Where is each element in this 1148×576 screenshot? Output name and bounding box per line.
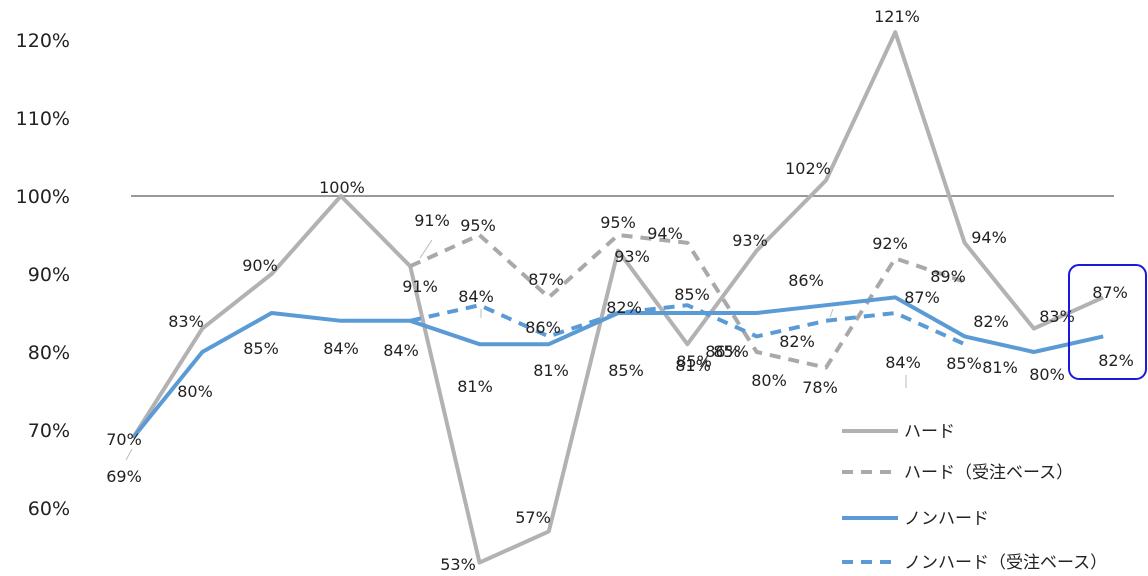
series-line-3 bbox=[409, 303, 966, 347]
data-label: 86% bbox=[705, 342, 741, 361]
y-tick-label: 120% bbox=[16, 30, 70, 52]
data-label: 83% bbox=[168, 312, 204, 331]
data-label: 69% bbox=[106, 467, 142, 486]
series-line-0 bbox=[131, 30, 1105, 565]
data-label: 93% bbox=[732, 231, 768, 250]
data-label: 95% bbox=[460, 216, 496, 235]
data-label: 85% bbox=[674, 285, 710, 304]
data-label: 86% bbox=[788, 271, 824, 290]
data-label: 94% bbox=[647, 224, 683, 243]
legend-label: ノンハード bbox=[904, 509, 989, 529]
data-label: 91% bbox=[414, 211, 450, 230]
data-label: 81% bbox=[982, 358, 1018, 377]
y-tick-label: 70% bbox=[28, 420, 70, 442]
series-line-1 bbox=[409, 233, 966, 370]
data-label: 89% bbox=[930, 267, 966, 286]
series-layer bbox=[131, 30, 1105, 565]
data-label: 86% bbox=[525, 318, 561, 337]
y-tick-label: 60% bbox=[28, 498, 70, 520]
highlight-box bbox=[1068, 264, 1147, 380]
data-label: 87% bbox=[904, 288, 940, 307]
y-axis: 60% 70% 80% 90% 100% 110% 120% bbox=[16, 30, 70, 520]
data-label: 53% bbox=[440, 555, 476, 574]
data-label: 81% bbox=[675, 356, 711, 375]
data-label: 80% bbox=[177, 382, 213, 401]
data-label: 81% bbox=[457, 377, 493, 396]
data-label: 80% bbox=[1029, 365, 1065, 384]
data-label: 92% bbox=[872, 234, 908, 253]
data-label: 85% bbox=[676, 352, 712, 371]
data-label: 82% bbox=[1098, 351, 1134, 370]
data-label: 94% bbox=[971, 228, 1007, 247]
data-label: 87% bbox=[1092, 283, 1128, 302]
data-label: 84% bbox=[458, 287, 494, 306]
legend-label: ハード（受注ベース） bbox=[904, 463, 1073, 483]
data-label: 85% bbox=[713, 342, 749, 361]
label-leader-line bbox=[125, 448, 133, 461]
data-label: 87% bbox=[528, 270, 564, 289]
y-tick-label: 80% bbox=[28, 342, 70, 364]
y-tick-label: 110% bbox=[16, 108, 70, 130]
y-tick-label: 100% bbox=[16, 186, 70, 208]
data-label: 85% bbox=[243, 339, 279, 358]
data-label: 85% bbox=[946, 354, 982, 373]
data-label: 57% bbox=[515, 508, 551, 527]
data-label: 70% bbox=[106, 430, 142, 449]
data-label: 85% bbox=[608, 361, 644, 380]
data-labels: 70% 83% 90% 100% 91% 53% 57% 93% 81% 93% 102% 121% 9… bbox=[106, 7, 1134, 574]
data-label: 82% bbox=[606, 298, 642, 317]
data-label: 102% bbox=[785, 159, 831, 178]
legend-label: ハード bbox=[904, 422, 955, 442]
label-leader-line bbox=[829, 308, 834, 318]
data-label: 100% bbox=[319, 178, 365, 197]
data-label: 91% bbox=[402, 277, 438, 296]
data-label: 84% bbox=[323, 339, 359, 358]
label-leader-line bbox=[419, 239, 433, 259]
data-label: 84% bbox=[383, 341, 419, 360]
data-label: 83% bbox=[1039, 307, 1075, 326]
data-label: 121% bbox=[874, 7, 920, 26]
data-label: 95% bbox=[600, 213, 636, 232]
data-label: 93% bbox=[614, 247, 650, 266]
data-label: 80% bbox=[751, 371, 787, 390]
data-label: 82% bbox=[779, 332, 815, 351]
data-label: 84% bbox=[885, 353, 921, 372]
y-tick-label: 90% bbox=[28, 264, 70, 286]
legend-label: ノンハード（受注ベース） bbox=[904, 553, 1107, 573]
data-label: 82% bbox=[973, 312, 1009, 331]
data-label: 78% bbox=[802, 378, 838, 397]
data-label: 90% bbox=[242, 256, 278, 275]
data-label: 81% bbox=[533, 361, 569, 380]
series-line-2 bbox=[131, 295, 1104, 440]
